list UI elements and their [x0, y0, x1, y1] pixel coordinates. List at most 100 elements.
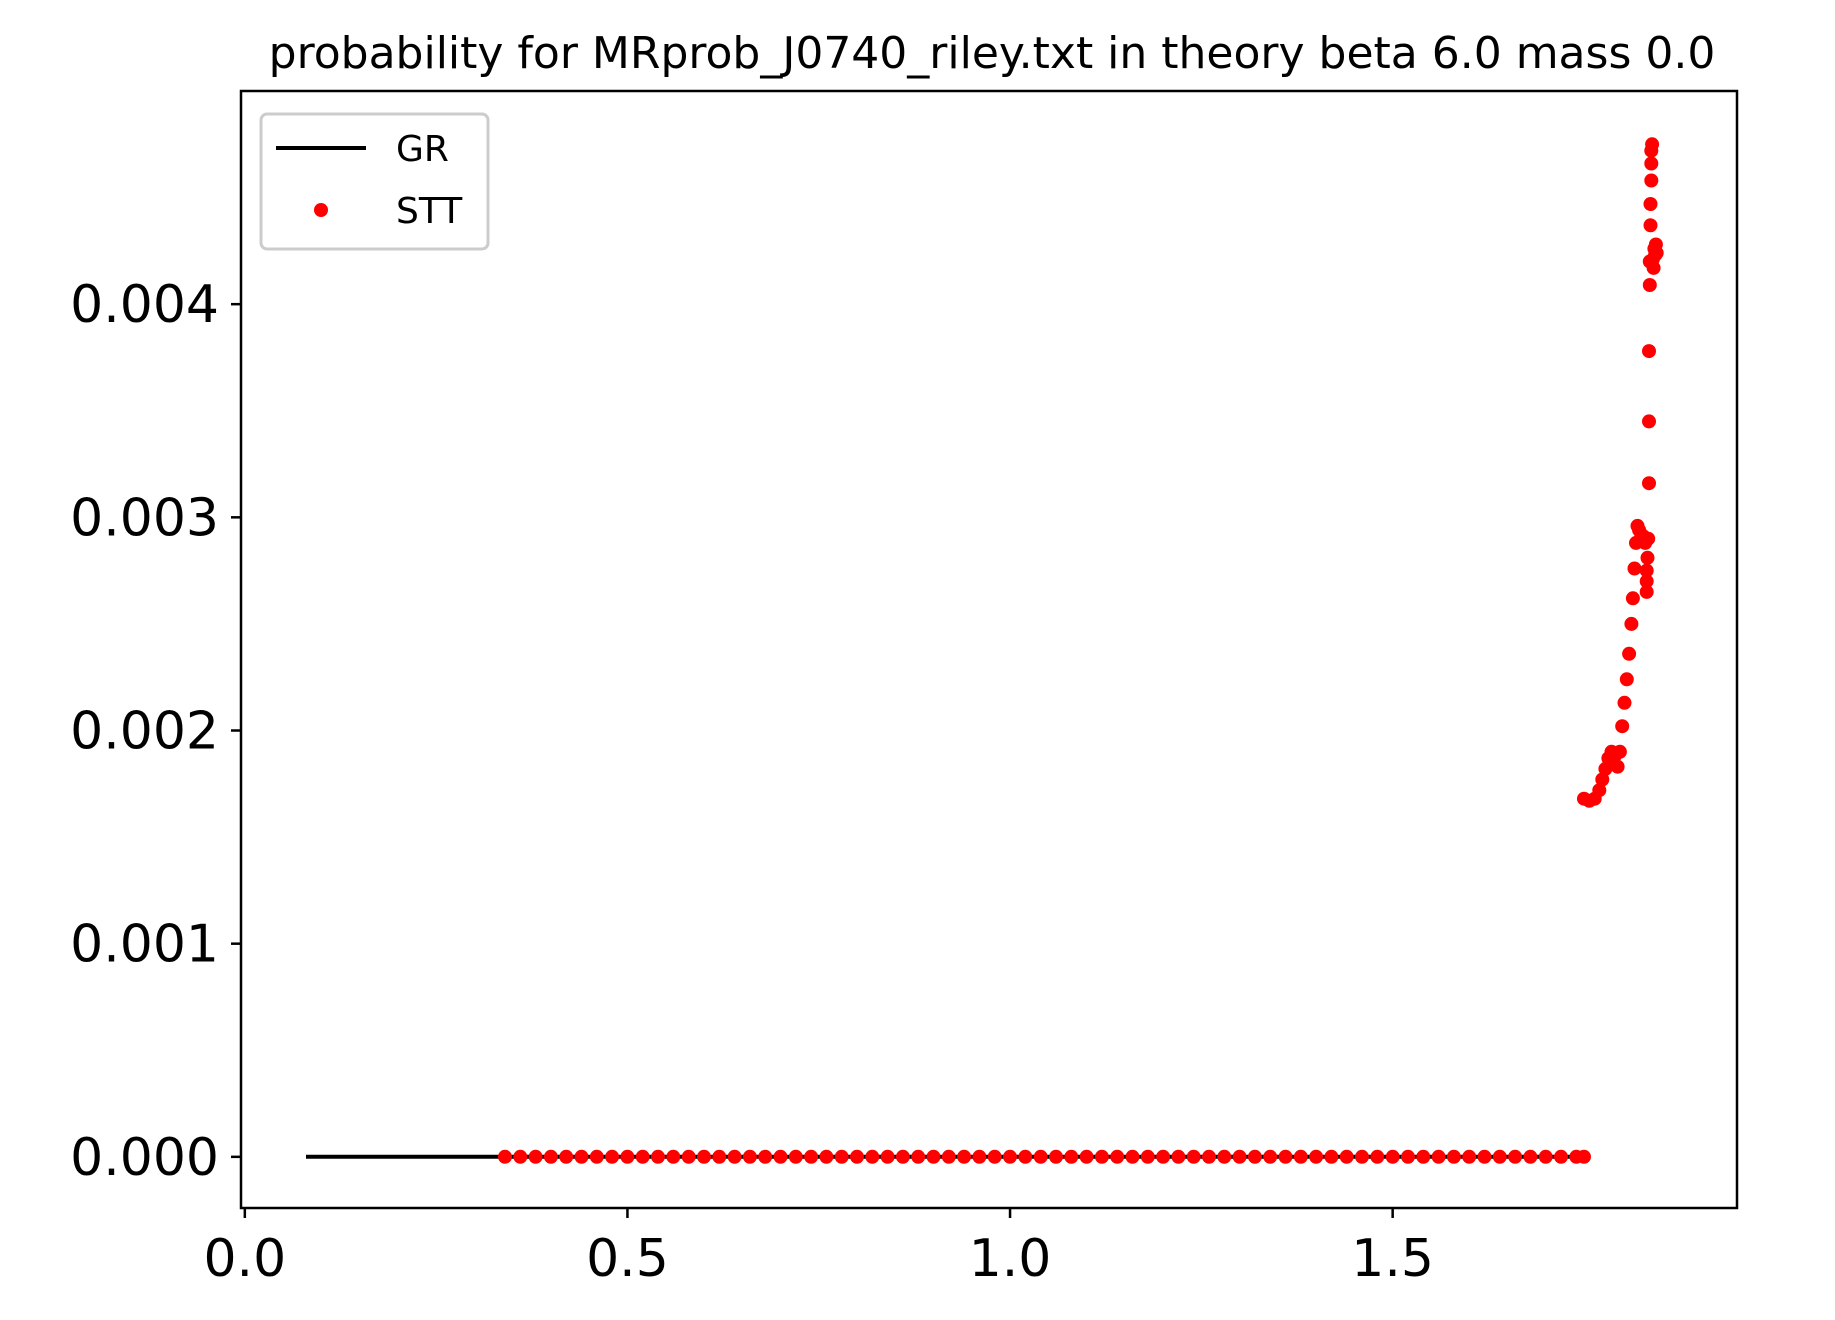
data-point-stt	[1619, 672, 1634, 687]
y-tick-label: 0.000	[70, 1128, 219, 1188]
data-point-stt	[1538, 1149, 1553, 1164]
data-point-stt	[1523, 1149, 1538, 1164]
data-point-stt	[1263, 1149, 1278, 1164]
data-point-stt	[1309, 1149, 1324, 1164]
data-point-stt	[1642, 278, 1657, 292]
data-point-stt	[528, 1149, 543, 1164]
data-point-stt	[1385, 1149, 1400, 1164]
data-point-stt	[1462, 1149, 1477, 1164]
data-point-stt	[1186, 1149, 1201, 1164]
data-point-stt	[834, 1149, 849, 1164]
data-point-stt	[1370, 1149, 1385, 1164]
data-point-stt	[1355, 1149, 1369, 1164]
data-point-stt	[543, 1149, 558, 1164]
data-point-stt	[972, 1149, 987, 1164]
data-point-stt	[1598, 761, 1613, 776]
data-point-stt	[574, 1149, 589, 1164]
data-point-stt	[681, 1149, 696, 1164]
data-point-stt	[1416, 1149, 1431, 1164]
data-point-stt	[1033, 1149, 1048, 1164]
data-point-stt	[1064, 1149, 1079, 1164]
data-point-stt	[1642, 344, 1656, 359]
y-tick-label: 0.004	[70, 275, 219, 335]
series-layer	[306, 137, 1664, 1164]
data-point-stt	[1639, 574, 1654, 589]
data-point-stt	[1217, 1149, 1232, 1164]
data-point-stt	[620, 1149, 635, 1164]
data-point-stt	[589, 1149, 604, 1164]
data-point-stt	[804, 1149, 819, 1164]
data-point-stt	[1431, 1149, 1446, 1164]
data-point-stt	[498, 1149, 512, 1164]
data-point-stt	[895, 1149, 910, 1164]
data-point-stt	[1171, 1149, 1186, 1164]
data-point-stt	[513, 1149, 528, 1164]
y-tick-label: 0.003	[70, 488, 219, 548]
data-point-stt	[1110, 1149, 1125, 1164]
data-point-stt	[773, 1149, 788, 1164]
data-point-stt	[1622, 646, 1637, 661]
data-point-stt	[1446, 1149, 1461, 1164]
data-point-stt	[559, 1149, 574, 1164]
data-point-stt	[758, 1149, 773, 1164]
data-point-stt	[1595, 772, 1610, 787]
data-point-stt	[1247, 1149, 1262, 1164]
data-point-stt	[1641, 531, 1656, 546]
data-point-stt	[1643, 197, 1658, 211]
data-point-stt	[1625, 591, 1640, 606]
plot-frame	[239, 89, 1739, 1210]
x-tick-label: 0.0	[203, 1229, 286, 1289]
data-point-stt	[1640, 550, 1655, 565]
data-point-stt	[1615, 719, 1630, 734]
data-point-stt	[1324, 1149, 1339, 1164]
data-point-stt	[865, 1149, 880, 1164]
data-point-stt	[1643, 218, 1658, 233]
y-tick-label: 0.001	[70, 915, 219, 975]
data-point-stt	[1642, 414, 1656, 429]
legend: GR STT	[259, 112, 490, 251]
x-tick-label: 0.5	[586, 1229, 669, 1289]
data-point-stt	[941, 1149, 956, 1164]
data-point-stt	[1339, 1149, 1354, 1164]
data-point-stt	[1610, 759, 1625, 774]
data-point-stt	[926, 1149, 941, 1164]
data-point-stt	[788, 1149, 803, 1164]
data-point-stt	[635, 1149, 650, 1164]
data-point-stt	[850, 1149, 864, 1164]
data-point-stt	[651, 1149, 665, 1164]
data-point-stt	[697, 1149, 711, 1164]
chart-title: probability for MRprob_J0740_riley.txt i…	[269, 28, 1716, 79]
data-point-stt	[1508, 1149, 1523, 1164]
data-point-stt	[1003, 1149, 1017, 1164]
y-tick-label: 0.002	[70, 702, 219, 762]
data-point-stt	[605, 1149, 620, 1164]
data-point-stt	[1232, 1149, 1247, 1164]
data-point-stt	[1617, 695, 1632, 710]
data-point-stt	[1079, 1149, 1094, 1164]
data-point-stt	[1293, 1149, 1308, 1164]
data-point-stt	[1624, 616, 1639, 631]
data-point-stt	[957, 1149, 972, 1164]
legend-marker-stt	[314, 203, 328, 217]
data-point-stt	[1649, 246, 1664, 260]
data-point-stt	[1554, 1149, 1568, 1164]
data-point-stt	[1492, 1149, 1507, 1164]
data-point-stt	[819, 1149, 834, 1164]
data-point-stt	[1094, 1149, 1109, 1164]
data-point-stt	[1125, 1149, 1140, 1164]
data-point-stt	[1018, 1149, 1033, 1164]
data-point-stt	[727, 1149, 742, 1164]
data-point-stt	[880, 1149, 895, 1164]
data-point-stt	[1644, 156, 1659, 171]
data-point-stt	[1592, 783, 1607, 798]
data-point-stt	[1477, 1149, 1492, 1164]
data-point-stt	[1577, 1149, 1591, 1164]
data-point-stt	[1627, 561, 1642, 576]
data-point-stt	[911, 1149, 926, 1164]
data-point-stt	[1645, 137, 1660, 152]
data-point-stt	[1612, 744, 1627, 759]
data-point-stt	[1278, 1149, 1293, 1164]
data-point-stt	[1401, 1149, 1415, 1164]
data-point-stt	[1049, 1149, 1063, 1164]
